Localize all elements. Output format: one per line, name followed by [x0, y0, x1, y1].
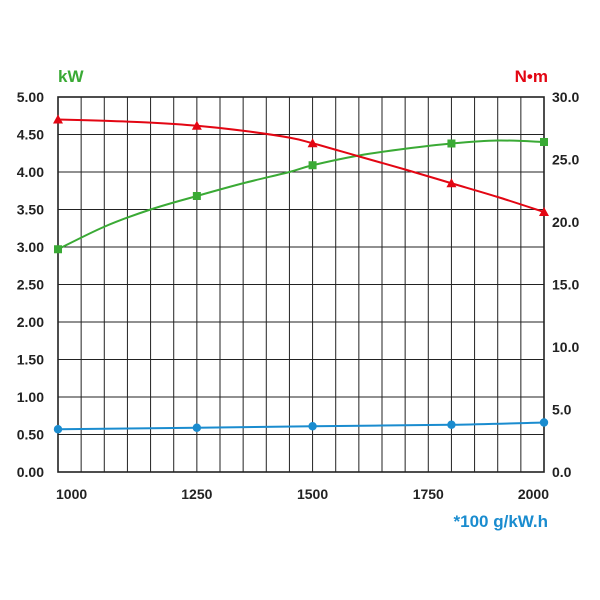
power-point: [54, 245, 62, 254]
x-tick-label: 1500: [297, 486, 328, 502]
power-point: [540, 138, 548, 146]
right-axis-unit: N•m: [515, 67, 548, 86]
x-tick-label: 2000: [518, 486, 549, 502]
y-left-tick-label: 1.00: [17, 389, 44, 405]
consumption-point: [308, 422, 317, 431]
power-line: [57, 139, 545, 251]
power-point: [447, 139, 456, 148]
y-left-tick-label: 3.50: [17, 202, 44, 218]
torque-point: [307, 138, 318, 148]
y-left-tick-label: 4.00: [17, 164, 44, 180]
y-left-tick-label: 3.00: [17, 239, 44, 255]
y-left-tick-label: 0.50: [17, 427, 44, 443]
torque-point: [191, 120, 202, 130]
plot-frame: [57, 96, 545, 473]
y-right-tick-label: 25.0: [552, 152, 579, 168]
consumption-point: [192, 423, 202, 432]
x-tick-label: 1750: [413, 486, 444, 502]
consumption-line: [57, 421, 545, 431]
consumption-point: [539, 418, 549, 427]
torque-line: [57, 118, 545, 213]
power-point: [192, 192, 201, 200]
consumption-point: [447, 420, 456, 429]
y-right-tick-label: 15.0: [552, 277, 579, 293]
consumption-point: [53, 425, 63, 434]
y-left-tick-label: 4.50: [17, 127, 44, 143]
x-tick-label: 1000: [56, 486, 87, 502]
y-left-tick-label: 5.00: [17, 89, 44, 105]
y-left-tick-label: 1.50: [17, 352, 44, 368]
left-axis-unit: kW: [58, 67, 84, 86]
y-right-tick-label: 10.0: [552, 339, 579, 355]
y-right-tick-label: 5.0: [552, 402, 572, 418]
y-right-tick-label: 0.0: [552, 464, 572, 480]
power-point: [308, 161, 317, 170]
x-tick-label: 1250: [181, 486, 212, 502]
torque-point: [446, 178, 457, 188]
y-left-tick-label: 0.00: [17, 464, 44, 480]
torque-point: [539, 207, 549, 216]
y-right-tick-label: 20.0: [552, 214, 579, 230]
torque-point: [53, 114, 63, 124]
y-right-tick-label: 30.0: [552, 89, 579, 105]
y-left-tick-label: 2.00: [17, 314, 44, 330]
grid: [58, 97, 544, 472]
tick-labels: 0.00 0.50 1.00 1.50 2.00 2.50 3.00 3.50 4.00 4.50…: [17, 89, 580, 502]
y-left-tick-label: 2.50: [17, 277, 44, 293]
series-layer: [53, 114, 549, 434]
bottom-note: *100 g/kW.h: [454, 512, 548, 531]
